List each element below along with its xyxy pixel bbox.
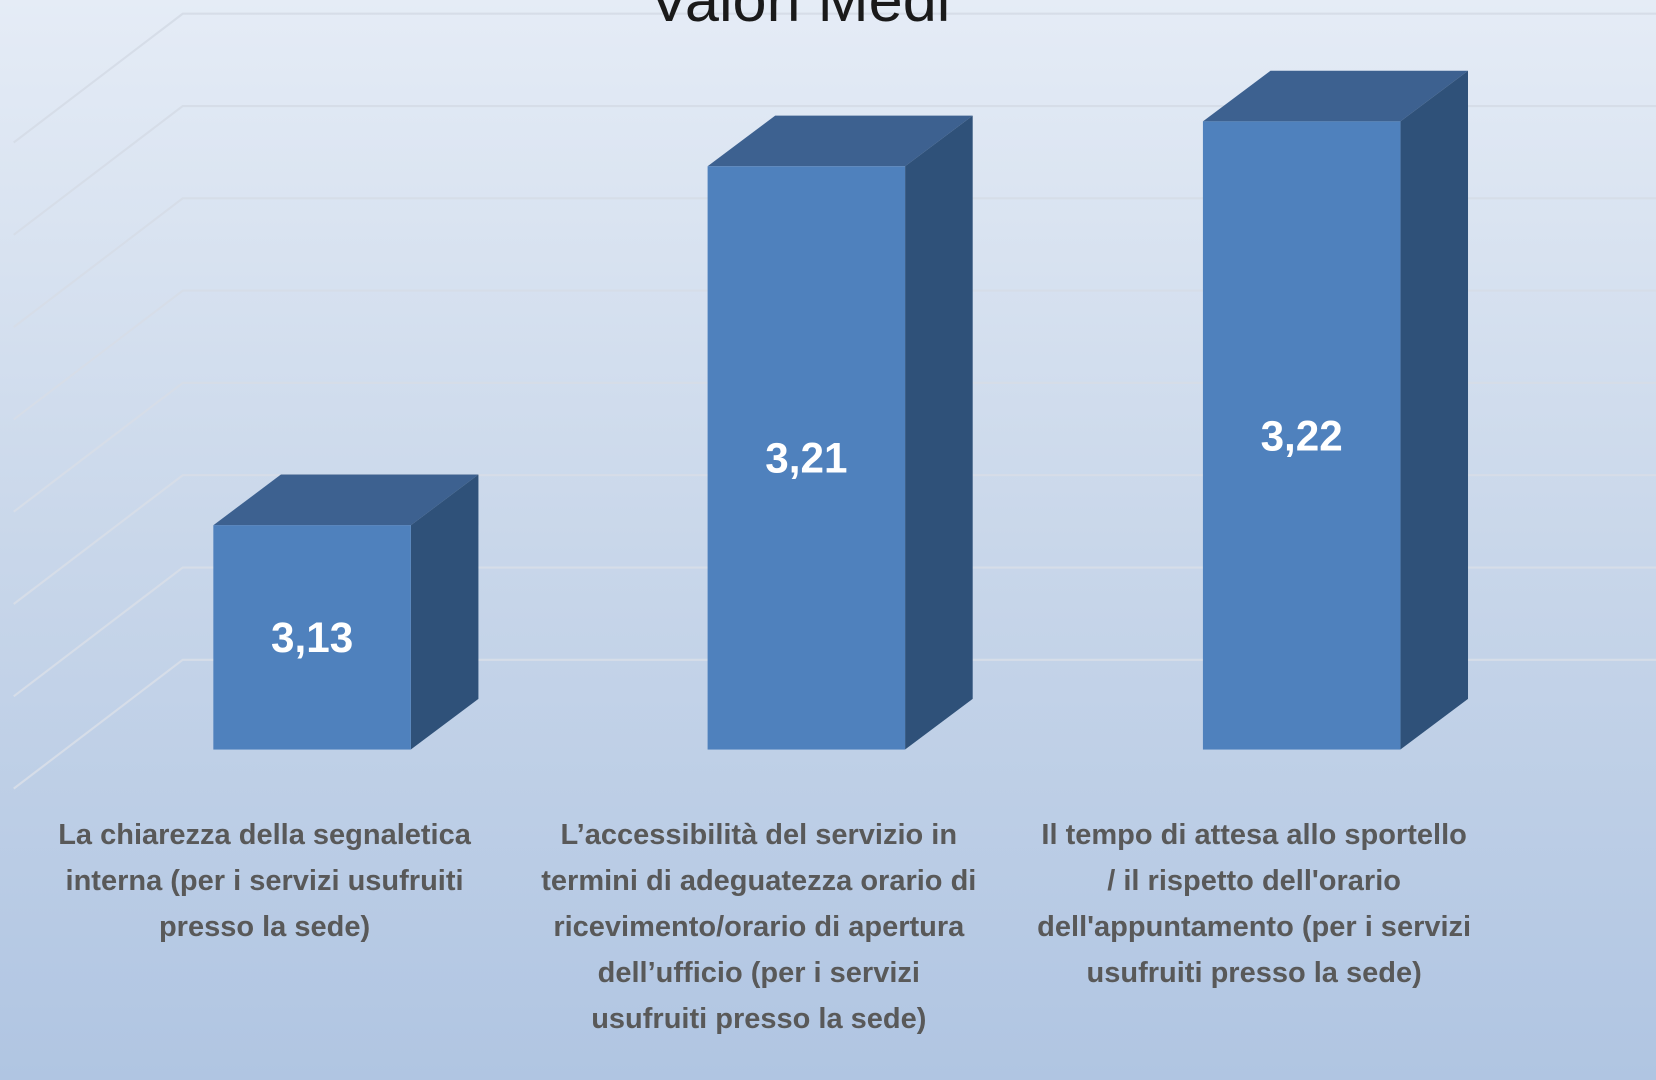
chart-title: Valori Medi bbox=[649, 0, 951, 34]
grid-line bbox=[13, 566, 1656, 698]
grid-line bbox=[13, 197, 1656, 328]
x-tick-label: L’accessibilità del servizio in termini … bbox=[541, 819, 977, 1035]
grid-line bbox=[13, 289, 1656, 421]
grid-line bbox=[13, 381, 1656, 513]
x-tick-label: Il tempo di attesa allo sportello / il r… bbox=[1037, 819, 1472, 989]
bar bbox=[707, 166, 906, 750]
bars: 3,13 3,21 3,22 bbox=[213, 70, 1469, 750]
bar-top bbox=[707, 115, 973, 167]
data-label: 3,21 bbox=[765, 435, 847, 482]
grid bbox=[13, 12, 1656, 790]
grid-line bbox=[13, 104, 1656, 236]
grid-line bbox=[13, 474, 1656, 605]
bar-side bbox=[905, 115, 973, 750]
data-label: 3,22 bbox=[1261, 412, 1343, 459]
bar-top bbox=[213, 474, 479, 526]
grid-line bbox=[13, 12, 1656, 144]
bar-top bbox=[1202, 70, 1469, 122]
grid-line bbox=[13, 658, 1656, 790]
bar bbox=[1202, 121, 1401, 750]
bar-side bbox=[410, 474, 479, 750]
data-label: 3,13 bbox=[271, 614, 353, 661]
bar bbox=[213, 525, 411, 750]
bar-side bbox=[1400, 70, 1469, 750]
x-tick-label: La chiarezza della segnaletica interna (… bbox=[58, 819, 471, 943]
